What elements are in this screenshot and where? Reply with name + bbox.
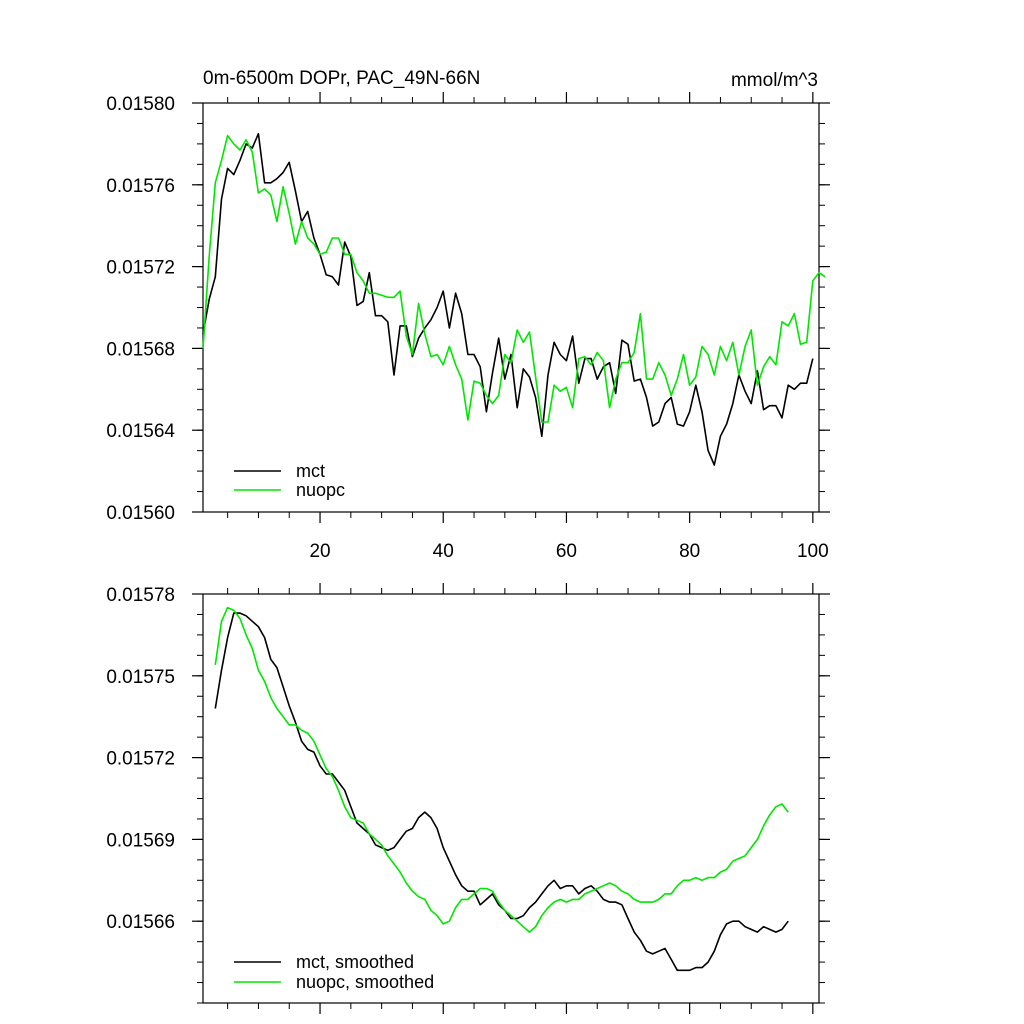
x-tick-label: 40 bbox=[433, 541, 454, 562]
x-tick-label: 60 bbox=[556, 541, 577, 562]
series-line-nuopc bbox=[202, 134, 826, 423]
top-panel: 0m-6500m DOPr, PAC_49N-66N mmol/m^3 0.01… bbox=[106, 68, 830, 562]
plot-frame-bottom bbox=[202, 593, 820, 1004]
plot-frame-top bbox=[202, 102, 820, 513]
y-tick-label: 0.01560 bbox=[106, 503, 175, 524]
x-tick-label: 20 bbox=[309, 541, 330, 562]
y-tick-label: 0.01568 bbox=[106, 339, 175, 360]
bottom-ticks: 0.01566 0.01569 0.01572 0.01575 0.01578 bbox=[106, 583, 830, 1014]
legend-label-mct: mct bbox=[296, 461, 325, 481]
series-line-mct bbox=[202, 132, 814, 466]
y-tick-label: 0.01572 bbox=[106, 749, 175, 770]
chart-title: 0m-6500m DOPr, PAC_49N-66N bbox=[203, 68, 480, 89]
bottom-legend: mct, smoothed nuopc, smoothed bbox=[234, 952, 434, 992]
y-tick-label: 0.01572 bbox=[106, 258, 175, 279]
chart-units: mmol/m^3 bbox=[731, 70, 818, 91]
series-line-mct-smoothed bbox=[214, 612, 789, 972]
bottom-series bbox=[214, 606, 789, 972]
series-line-nuopc-smoothed bbox=[214, 606, 789, 933]
y-tick-label: 0.01566 bbox=[106, 912, 175, 933]
y-tick-label: 0.01569 bbox=[106, 830, 175, 851]
legend-label-nuopc: nuopc bbox=[296, 480, 345, 500]
y-tick-label: 0.01578 bbox=[106, 585, 175, 606]
top-legend: mct nuopc bbox=[234, 461, 345, 500]
legend-label-mct-smoothed: mct, smoothed bbox=[296, 952, 414, 972]
bottom-panel: 0.01566 0.01569 0.01572 0.01575 0.01578 mct,… bbox=[106, 583, 830, 1014]
x-tick-label: 100 bbox=[797, 541, 829, 562]
x-tick-label: 80 bbox=[679, 541, 700, 562]
y-tick-label: 0.01564 bbox=[106, 421, 175, 442]
legend-label-nuopc-smoothed: nuopc, smoothed bbox=[296, 972, 434, 992]
y-tick-label: 0.01575 bbox=[106, 667, 175, 688]
y-tick-label: 0.01576 bbox=[106, 176, 175, 197]
y-tick-label: 0.01580 bbox=[106, 94, 175, 115]
top-ticks: 0.01560 0.01564 0.01568 0.01572 0.01576 0.015… bbox=[106, 92, 830, 562]
top-series bbox=[202, 132, 826, 466]
